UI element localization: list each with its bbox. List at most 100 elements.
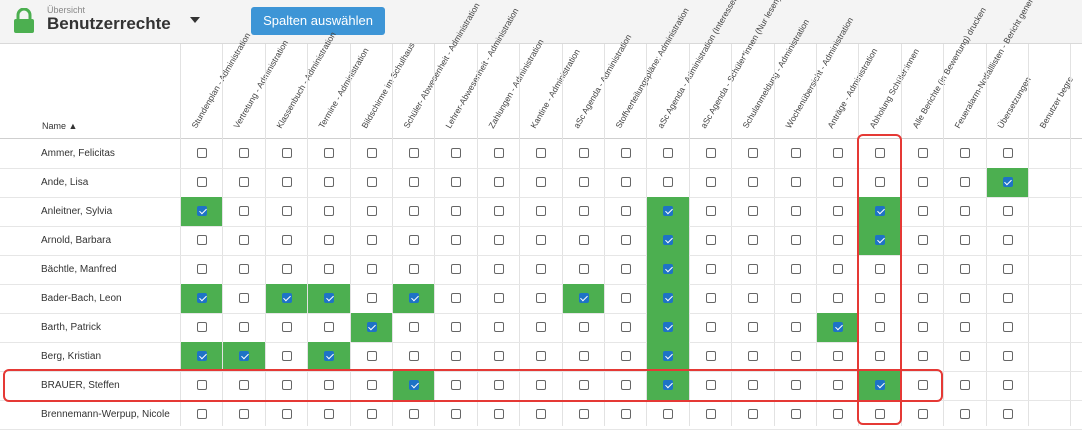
permission-checkbox[interactable] <box>493 177 504 187</box>
permission-checkbox[interactable] <box>663 351 674 361</box>
user-name[interactable]: Anleitner, Sylvia <box>41 206 113 217</box>
permission-checkbox[interactable] <box>281 351 292 361</box>
permission-checkbox[interactable] <box>578 148 589 158</box>
permission-checkbox[interactable] <box>493 235 504 245</box>
permission-checkbox[interactable] <box>875 380 886 390</box>
permission-checkbox[interactable] <box>1002 293 1013 303</box>
permission-checkbox[interactable] <box>663 293 674 303</box>
permission-checkbox[interactable] <box>536 177 547 187</box>
permission-checkbox[interactable] <box>366 148 377 158</box>
permission-checkbox[interactable] <box>324 409 335 419</box>
permission-checkbox[interactable] <box>833 380 843 390</box>
permission-checkbox[interactable] <box>239 322 250 332</box>
permission-checkbox[interactable] <box>409 235 419 245</box>
permission-checkbox[interactable] <box>451 264 462 274</box>
permission-checkbox[interactable] <box>790 322 801 332</box>
permission-checkbox[interactable] <box>409 380 419 390</box>
permission-checkbox[interactable] <box>917 264 928 274</box>
permission-checkbox[interactable] <box>536 293 547 303</box>
permission-checkbox[interactable] <box>621 351 631 361</box>
permission-checkbox[interactable] <box>493 264 504 274</box>
permission-checkbox[interactable] <box>621 409 631 419</box>
permission-checkbox[interactable] <box>366 409 377 419</box>
permission-checkbox[interactable] <box>197 380 207 390</box>
permission-checkbox[interactable] <box>197 409 207 419</box>
permission-checkbox[interactable] <box>451 409 462 419</box>
permission-checkbox[interactable] <box>1002 322 1013 332</box>
permission-checkbox[interactable] <box>1002 177 1013 187</box>
permission-checkbox[interactable] <box>705 148 716 158</box>
permission-checkbox[interactable] <box>960 293 971 303</box>
permission-checkbox[interactable] <box>409 351 419 361</box>
permission-checkbox[interactable] <box>833 293 843 303</box>
permission-checkbox[interactable] <box>493 380 504 390</box>
permission-checkbox[interactable] <box>705 322 716 332</box>
permission-checkbox[interactable] <box>833 264 843 274</box>
permission-checkbox[interactable] <box>705 206 716 216</box>
name-column-header[interactable]: Name ▲ <box>42 121 78 131</box>
permission-checkbox[interactable] <box>1002 235 1013 245</box>
permission-checkbox[interactable] <box>409 293 419 303</box>
permission-checkbox[interactable] <box>790 206 801 216</box>
permission-checkbox[interactable] <box>875 351 886 361</box>
permission-checkbox[interactable] <box>578 177 589 187</box>
permission-checkbox[interactable] <box>875 235 886 245</box>
permission-checkbox[interactable] <box>960 235 971 245</box>
permission-checkbox[interactable] <box>790 235 801 245</box>
permission-checkbox[interactable] <box>833 148 843 158</box>
permission-checkbox[interactable] <box>790 293 801 303</box>
permission-checkbox[interactable] <box>451 206 462 216</box>
permission-checkbox[interactable] <box>239 264 250 274</box>
permission-checkbox[interactable] <box>705 235 716 245</box>
permission-checkbox[interactable] <box>366 351 377 361</box>
permission-checkbox[interactable] <box>451 148 462 158</box>
permission-checkbox[interactable] <box>281 322 292 332</box>
permission-checkbox[interactable] <box>833 235 843 245</box>
permission-checkbox[interactable] <box>917 206 928 216</box>
column-header[interactable]: Benutzer begre <box>1037 74 1076 130</box>
permission-checkbox[interactable] <box>493 148 504 158</box>
permission-checkbox[interactable] <box>875 264 886 274</box>
permission-checkbox[interactable] <box>705 351 716 361</box>
permission-checkbox[interactable] <box>917 177 928 187</box>
permission-checkbox[interactable] <box>239 206 250 216</box>
chevron-down-icon[interactable] <box>190 17 200 23</box>
permission-checkbox[interactable] <box>790 177 801 187</box>
permission-checkbox[interactable] <box>875 206 886 216</box>
user-name[interactable]: Barth, Patrick <box>41 322 102 333</box>
permission-checkbox[interactable] <box>875 148 886 158</box>
permission-checkbox[interactable] <box>875 293 886 303</box>
permission-checkbox[interactable] <box>536 322 547 332</box>
permission-checkbox[interactable] <box>281 148 292 158</box>
permission-checkbox[interactable] <box>409 177 419 187</box>
permission-checkbox[interactable] <box>578 409 589 419</box>
permission-checkbox[interactable] <box>451 235 462 245</box>
permission-checkbox[interactable] <box>663 409 674 419</box>
permission-checkbox[interactable] <box>366 264 377 274</box>
permission-checkbox[interactable] <box>875 177 886 187</box>
permission-checkbox[interactable] <box>324 177 335 187</box>
permission-checkbox[interactable] <box>1002 380 1013 390</box>
permission-checkbox[interactable] <box>1002 409 1013 419</box>
permission-checkbox[interactable] <box>621 177 631 187</box>
permission-checkbox[interactable] <box>790 264 801 274</box>
permission-checkbox[interactable] <box>493 293 504 303</box>
permission-checkbox[interactable] <box>493 351 504 361</box>
user-name[interactable]: Brennemann-Werpup, Nicole <box>41 409 170 420</box>
permission-checkbox[interactable] <box>324 235 335 245</box>
permission-checkbox[interactable] <box>705 264 716 274</box>
permission-checkbox[interactable] <box>748 380 759 390</box>
permission-checkbox[interactable] <box>239 235 250 245</box>
permission-checkbox[interactable] <box>960 264 971 274</box>
permission-checkbox[interactable] <box>663 264 674 274</box>
permission-checkbox[interactable] <box>366 206 377 216</box>
permission-checkbox[interactable] <box>239 293 250 303</box>
permission-checkbox[interactable] <box>324 293 335 303</box>
permission-checkbox[interactable] <box>451 380 462 390</box>
permission-checkbox[interactable] <box>663 235 674 245</box>
permission-checkbox[interactable] <box>451 322 462 332</box>
permission-checkbox[interactable] <box>493 206 504 216</box>
permission-checkbox[interactable] <box>833 206 843 216</box>
permission-checkbox[interactable] <box>281 206 292 216</box>
permission-checkbox[interactable] <box>324 148 335 158</box>
